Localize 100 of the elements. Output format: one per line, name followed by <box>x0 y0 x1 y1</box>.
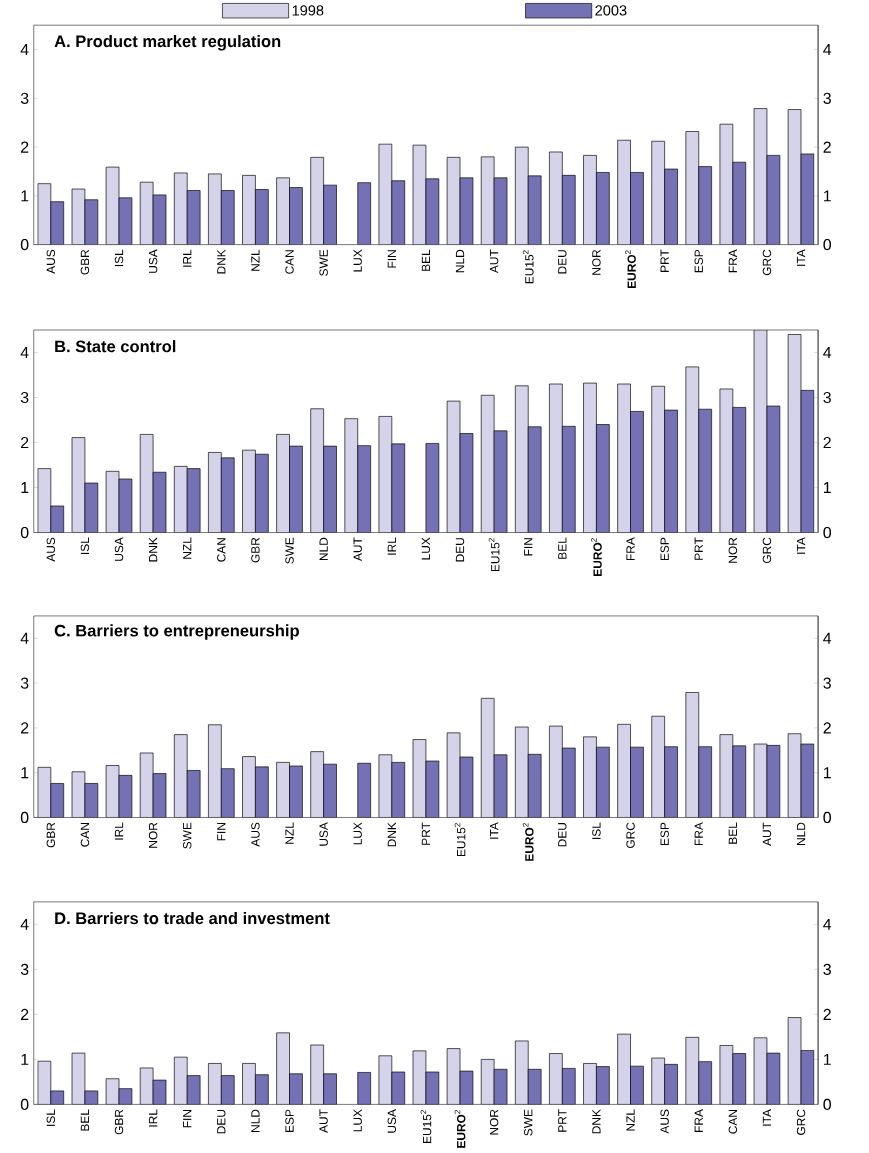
x-tick-label: EU15$^{2}$ <box>454 823 466 857</box>
x-tick-label: SWE <box>285 537 294 564</box>
x-tick-label: CAN <box>217 538 226 562</box>
x-tick-label: ITA <box>490 822 499 839</box>
bar <box>515 385 529 533</box>
bar <box>549 151 563 245</box>
x-tick-label: ESP <box>694 249 704 273</box>
y-tick-label: 1 <box>21 1053 29 1065</box>
x-tick-label: AUS <box>46 537 56 562</box>
bar <box>664 168 679 245</box>
x-tick-label: PRT <box>558 1109 567 1132</box>
y-tick-label: 1 <box>21 482 29 493</box>
bar <box>323 1073 337 1105</box>
x-tick-label: AUS <box>660 1109 669 1134</box>
x-tick-label: SWE <box>183 822 192 849</box>
bar <box>562 175 576 245</box>
bar <box>357 182 372 245</box>
bar <box>630 1065 644 1105</box>
chart-title: B. State control <box>55 340 176 353</box>
y-tick-label: 0 <box>21 1098 29 1111</box>
bar <box>630 172 644 245</box>
x-tick-label: ESP <box>285 1109 294 1132</box>
x-tick-label: GRC <box>796 1109 806 1135</box>
x-tick-label: GBR <box>46 822 56 848</box>
x-tick-label: USA <box>114 537 124 561</box>
x-tick-label: EURO$^{2}$ <box>454 1110 466 1148</box>
bar <box>208 173 222 245</box>
x-tick-label: SWE <box>319 249 328 276</box>
bar <box>596 746 610 818</box>
bar <box>221 1075 235 1105</box>
bar <box>174 734 188 818</box>
x-tick-label: EURO$^{2}$ <box>591 538 602 576</box>
bar <box>617 723 631 818</box>
bar <box>562 1068 576 1105</box>
x-tick-label: BEL <box>80 1109 90 1131</box>
bar <box>289 445 303 533</box>
bar <box>255 453 269 533</box>
x-tick-label: DEU <box>456 538 465 562</box>
x-tick-label: DEU <box>558 250 567 274</box>
x-tick-label: DNK <box>592 1109 601 1134</box>
bar <box>630 746 644 818</box>
bar <box>685 1037 700 1105</box>
bar <box>221 190 235 245</box>
bar <box>391 443 406 533</box>
x-tick-label: NZL <box>626 1109 635 1131</box>
bar <box>344 418 359 533</box>
text: A. Product market regulation <box>54 34 281 51</box>
x-tick-label: ESP <box>660 537 669 561</box>
x-tick-label: ITA <box>762 1109 772 1126</box>
bar <box>685 692 700 818</box>
bar <box>255 1074 269 1105</box>
x-tick-label: PRT <box>421 822 431 845</box>
bar <box>596 424 610 533</box>
bar <box>357 762 372 818</box>
bar <box>289 765 303 818</box>
chart-title: C. Barriers to entrepreneurship <box>54 624 300 640</box>
x-tick-label: AUT <box>762 822 772 846</box>
x-tick-label: FRA <box>626 537 635 561</box>
bar <box>664 409 679 533</box>
x-tick-label: ITA <box>797 537 806 554</box>
x-tick-label: PRT <box>660 249 669 272</box>
x-tick-label: DNK <box>149 537 158 562</box>
x-tick-label: NLD <box>251 1109 260 1132</box>
x-tick-label: NLD <box>797 822 806 846</box>
x-tick-label: NOR <box>592 249 601 275</box>
x-tick-label: ISL <box>592 822 601 839</box>
x-tick-label: EURO$^{2}$ <box>625 250 637 288</box>
bar <box>242 1063 256 1105</box>
bar <box>651 715 666 818</box>
x-tick-label: NLD <box>456 249 465 273</box>
bar <box>208 452 222 533</box>
bar <box>391 180 406 245</box>
bar <box>583 736 597 818</box>
x-tick-label: EURO$^{2}$ <box>523 823 534 861</box>
bar <box>596 1066 610 1105</box>
x-tick-label: DEU <box>217 1110 226 1134</box>
bar <box>562 426 576 533</box>
x-tick-label: AUS <box>251 822 260 847</box>
bar <box>583 155 597 245</box>
bar <box>651 1057 666 1105</box>
bar <box>698 166 713 245</box>
x-tick-label: GRC <box>762 537 772 564</box>
bar <box>221 768 235 818</box>
x-tick-label: GBR <box>114 1109 124 1135</box>
bar <box>583 382 597 533</box>
bar <box>732 745 747 818</box>
x-tick-label: LUX <box>353 249 363 272</box>
x-tick-label: ISL <box>46 1109 56 1126</box>
bar <box>698 408 713 533</box>
x-tick-label: AUT <box>490 249 499 274</box>
x-tick-label: BEL <box>728 822 738 844</box>
bar <box>289 187 303 245</box>
y-tick-label: 3 <box>20 391 29 404</box>
x-tick-label: BEL <box>421 249 431 271</box>
x-tick-label: EU15$^{2}$ <box>523 250 534 284</box>
bar <box>310 157 325 245</box>
x-tick-label: USA <box>387 1109 397 1133</box>
bar <box>664 746 679 818</box>
bar <box>276 434 290 533</box>
x-tick-label: SWE <box>524 1109 533 1136</box>
